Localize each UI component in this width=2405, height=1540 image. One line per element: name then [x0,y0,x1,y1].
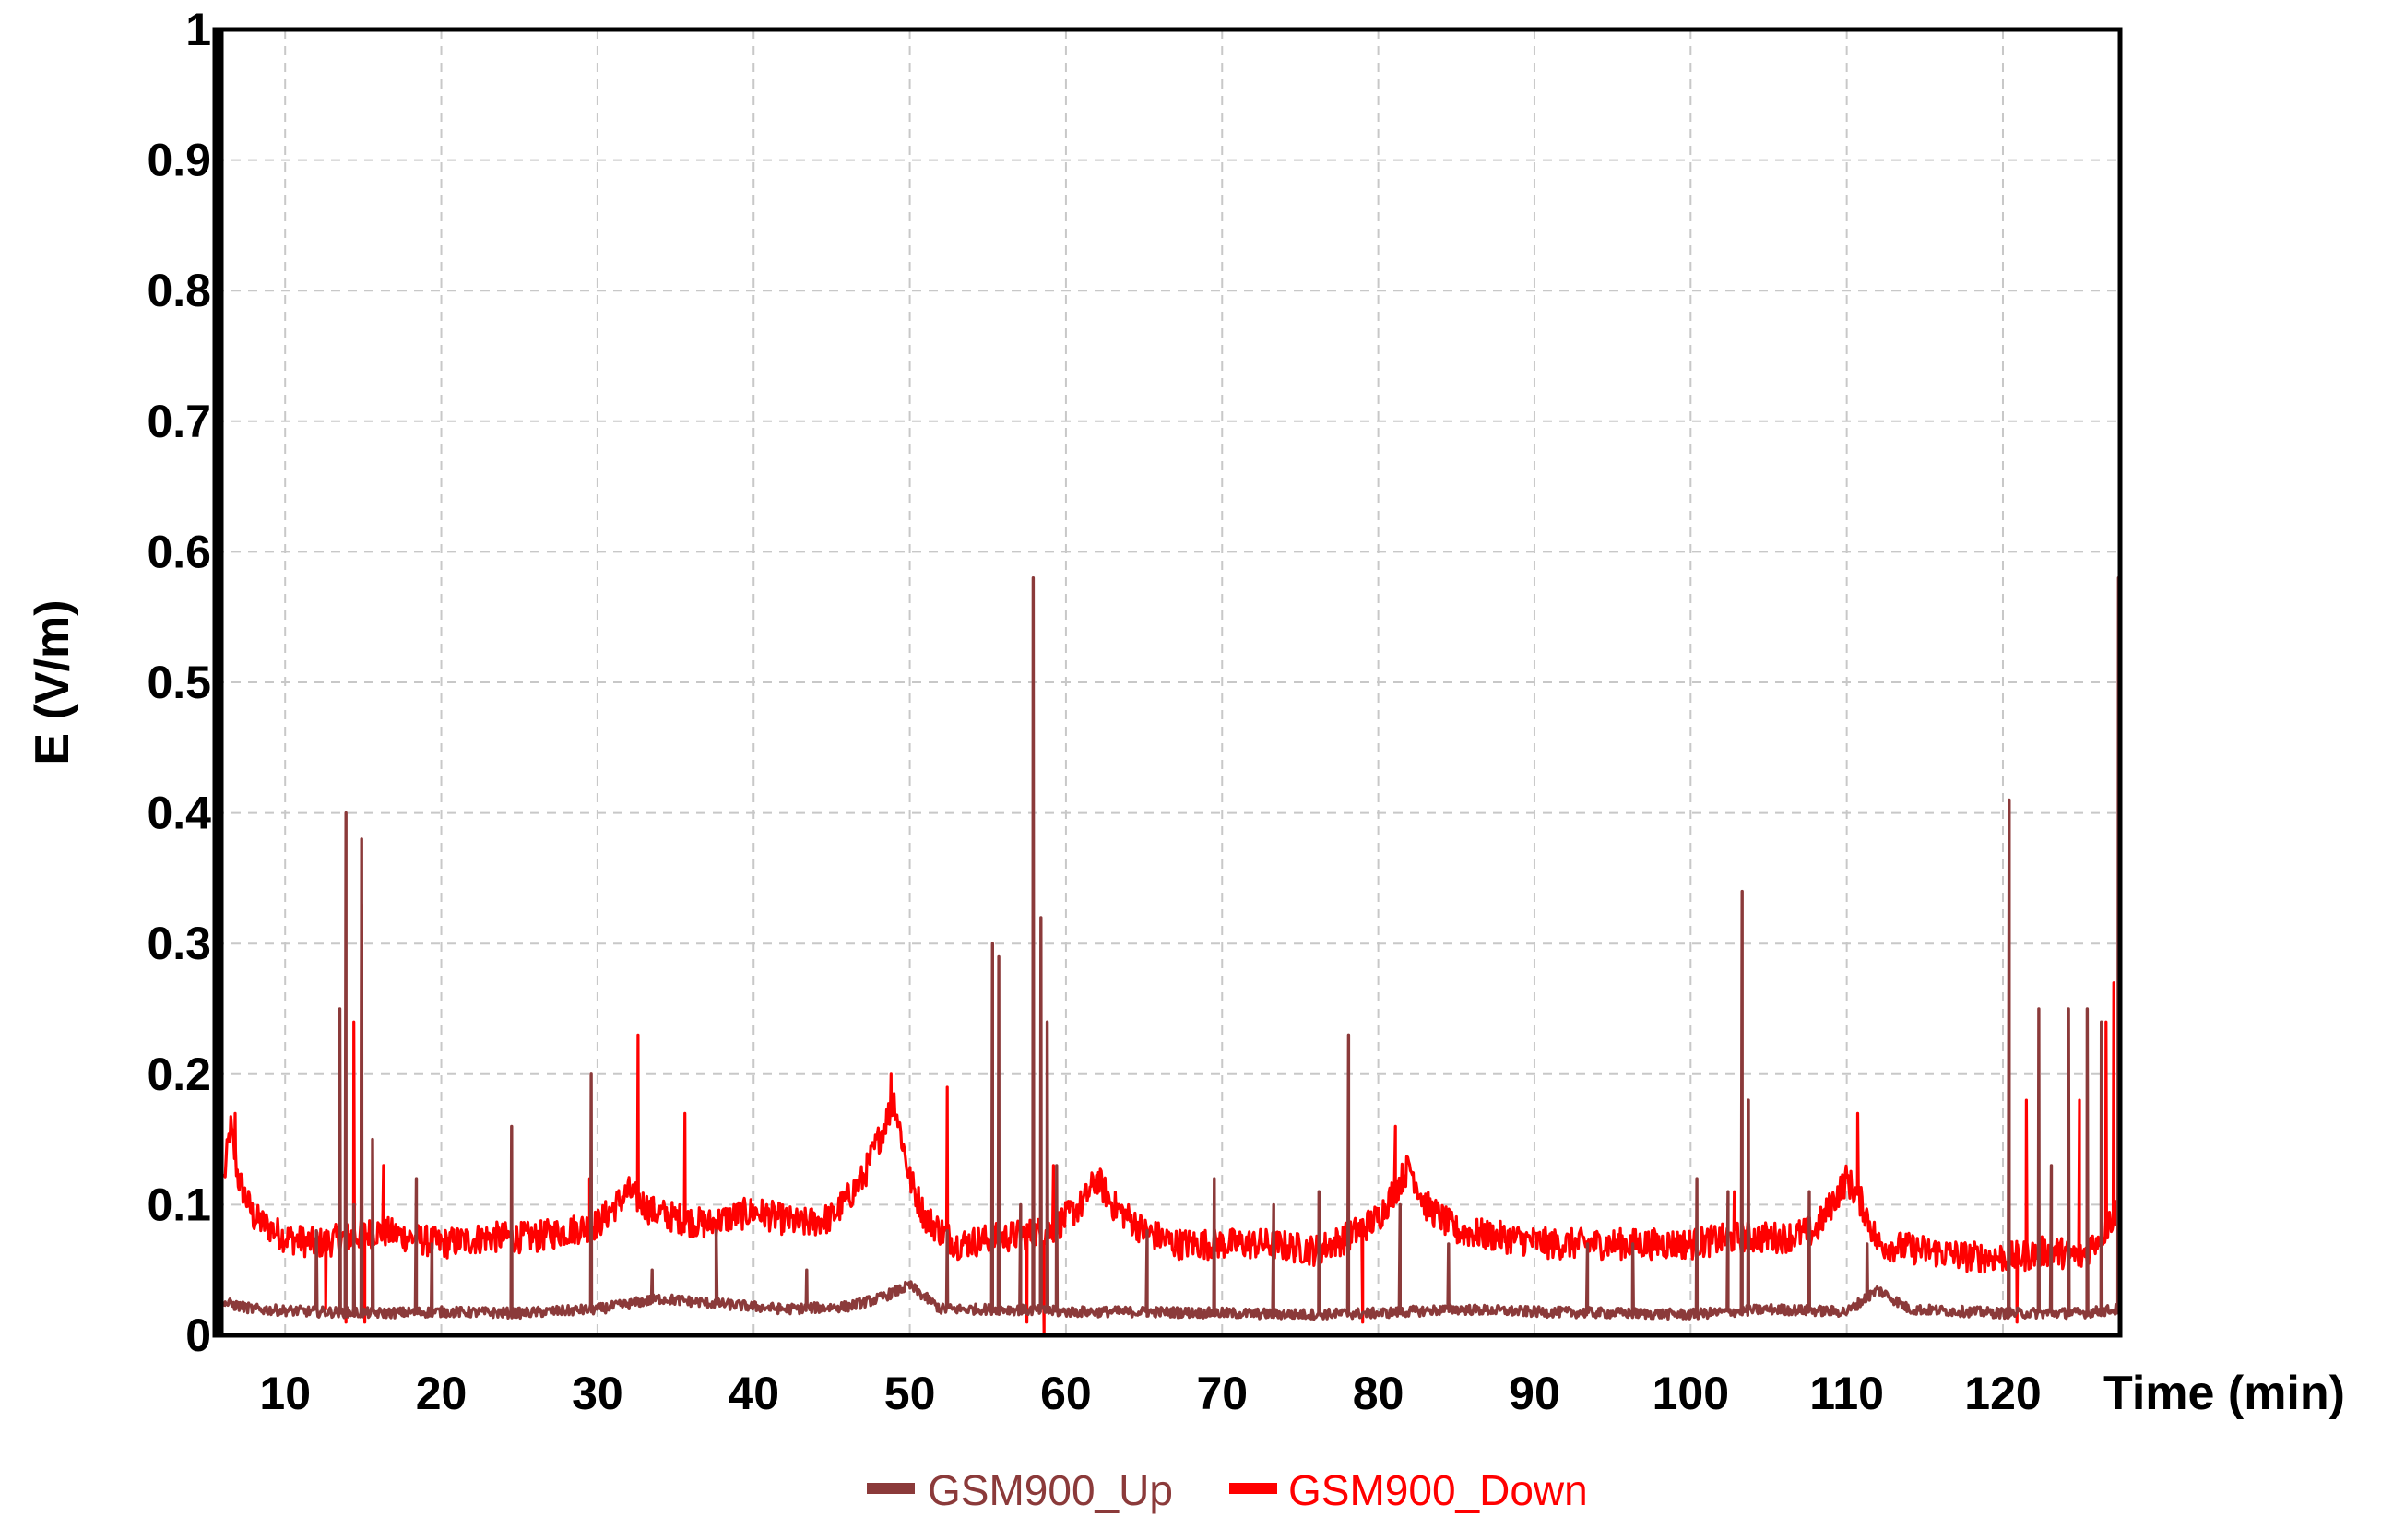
x-tick-label: 30 [572,1368,623,1419]
y-tick-label: 1 [185,4,211,55]
series-lines [222,576,2122,1337]
x-tick-label: 60 [1040,1368,1092,1419]
legend-swatch [1229,1483,1277,1494]
plot-frame [212,27,2123,1338]
x-tick-label: 20 [416,1368,468,1419]
x-tick-label: 110 [1809,1368,1884,1419]
legend-swatch [867,1483,915,1494]
legend-label: GSM900_Up [928,1466,1173,1514]
grid-lines [215,29,2120,1336]
legend-label: GSM900_Down [1288,1466,1588,1514]
x-tick-label: 80 [1353,1368,1404,1419]
y-tick-label: 0.8 [147,265,211,316]
y-tick-label: 0.3 [147,918,211,969]
y-tick-label: 0.7 [147,396,211,447]
x-tick-label: 50 [884,1368,936,1419]
x-tick-label: 10 [259,1368,311,1419]
y-tick-label: 0.6 [147,526,211,577]
y-axis-ticks: 0 0.1 0.2 0.3 0.4 0.5 0.6 0.7 0.8 0.9 1 [147,4,211,1361]
x-tick-label: 120 [1964,1368,2041,1419]
x-tick-label: 70 [1196,1368,1248,1419]
y-tick-label: 0.2 [147,1048,211,1100]
series-line-gsm900-up [222,576,2121,1321]
x-axis-ticks: 10 20 30 40 50 60 70 80 90 100 110 120 [259,1368,2041,1419]
y-tick-label: 0 [185,1309,211,1361]
y-tick-label: 0.5 [147,657,211,708]
y-tick-label: 0.1 [147,1179,211,1230]
x-tick-label: 40 [728,1368,779,1419]
x-tick-label: 90 [1509,1368,1560,1419]
x-axis-label: Time (min) [2103,1367,2345,1420]
y-tick-label: 0.9 [147,135,211,186]
series-line-gsm900-down [222,903,2122,1337]
legend: GSM900_Up GSM900_Down [867,1466,1588,1514]
y-axis-label: E (V/m) [26,599,79,764]
y-tick-label: 0.4 [147,788,211,839]
x-tick-label: 100 [1653,1368,1729,1419]
